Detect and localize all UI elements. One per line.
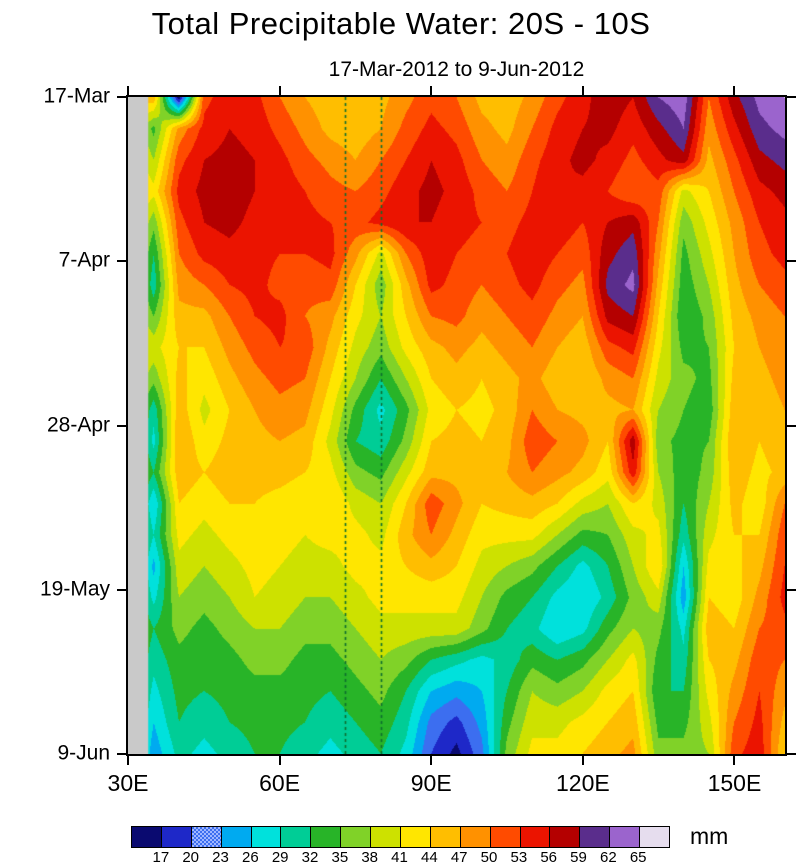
x-axis-tick-bottom	[581, 756, 584, 765]
colorbar-cell	[310, 827, 341, 847]
colorbar-tick-label: 50	[480, 849, 498, 866]
x-axis-tick-top	[430, 86, 433, 95]
y-axis-tick-left	[117, 424, 126, 427]
heatmap-canvas	[128, 97, 785, 754]
x-axis-tick-bottom	[430, 756, 433, 765]
x-axis-label: 120E	[555, 770, 610, 796]
colorbar-units-label: mm	[690, 823, 729, 849]
colorbar-cell	[280, 827, 311, 847]
x-axis-tick-top	[581, 86, 584, 95]
colorbar-cell	[459, 827, 490, 847]
y-axis-label: 28-Apr	[46, 413, 110, 437]
colorbar-tick-label: 38	[361, 849, 378, 866]
plot-area	[126, 95, 787, 756]
chart-title: Total Precipitable Water: 20S - 10S	[151, 6, 651, 41]
y-axis-label: 19-May	[39, 577, 110, 601]
x-axis-tick-bottom	[733, 756, 736, 765]
colorbar-cell	[132, 827, 161, 847]
colorbar-tick-label: 41	[391, 849, 408, 866]
y-axis-tick-right	[787, 753, 796, 755]
colorbar-cell	[609, 827, 640, 847]
x-axis-tick-top	[127, 86, 129, 95]
colorbar-tick-label: 53	[510, 849, 528, 866]
y-axis-label: 17-Mar	[43, 84, 110, 108]
y-axis-tick-right	[787, 424, 796, 427]
y-axis-tick-left	[117, 588, 126, 591]
colorbar-cell	[160, 827, 191, 847]
y-axis-tick-right	[787, 96, 796, 98]
colorbar-tick-label: 62	[599, 849, 617, 866]
colorbar-cell	[489, 827, 520, 847]
x-axis-label: 150E	[707, 770, 762, 796]
y-axis-tick-right	[787, 588, 796, 591]
x-axis-tick-top	[278, 86, 281, 95]
colorbar	[131, 826, 670, 848]
y-axis-tick-left	[117, 96, 126, 98]
colorbar-cell	[429, 827, 460, 847]
colorbar-tick-label: 44	[420, 849, 438, 866]
colorbar-cell	[400, 827, 430, 847]
x-axis-label: 60E	[259, 770, 301, 796]
colorbar-cell	[370, 827, 401, 847]
x-axis-tick-bottom	[127, 756, 129, 765]
colorbar-cell	[579, 827, 610, 847]
colorbar-tick-label: 26	[241, 849, 259, 866]
colorbar-tick-label: 20	[182, 849, 199, 866]
colorbar-tick-label: 47	[450, 849, 468, 866]
colorbar-tick-label: 29	[271, 849, 289, 866]
y-axis-tick-left	[117, 260, 126, 263]
x-axis-label: 30E	[107, 770, 149, 796]
colorbar-cell	[549, 827, 580, 847]
y-axis-label: 7-Apr	[58, 248, 110, 272]
y-axis-tick-right	[787, 260, 796, 263]
colorbar-cell	[639, 827, 670, 847]
colorbar-tick-label: 65	[629, 849, 647, 866]
colorbar-tick-label: 17	[152, 849, 170, 866]
colorbar-cell	[190, 827, 221, 847]
y-axis-label: 9-Jun	[57, 741, 110, 765]
colorbar-tick-label: 56	[540, 849, 557, 866]
x-axis-tick-top	[733, 86, 736, 95]
chart-subtitle: 17-Mar-2012 to 9-Jun-2012	[328, 58, 585, 81]
colorbar-cell	[220, 827, 251, 847]
y-axis-tick-left	[117, 753, 126, 755]
colorbar-tick-label: 32	[301, 849, 319, 866]
colorbar-cell	[250, 827, 281, 847]
colorbar-cell	[340, 827, 371, 847]
colorbar-cell	[519, 827, 550, 847]
x-axis-tick-bottom	[278, 756, 281, 765]
colorbar-tick-label: 23	[212, 849, 229, 866]
colorbar-tick-label: 35	[331, 849, 349, 866]
colorbar-tick-label: 59	[570, 849, 587, 866]
x-axis-label: 90E	[410, 770, 452, 796]
